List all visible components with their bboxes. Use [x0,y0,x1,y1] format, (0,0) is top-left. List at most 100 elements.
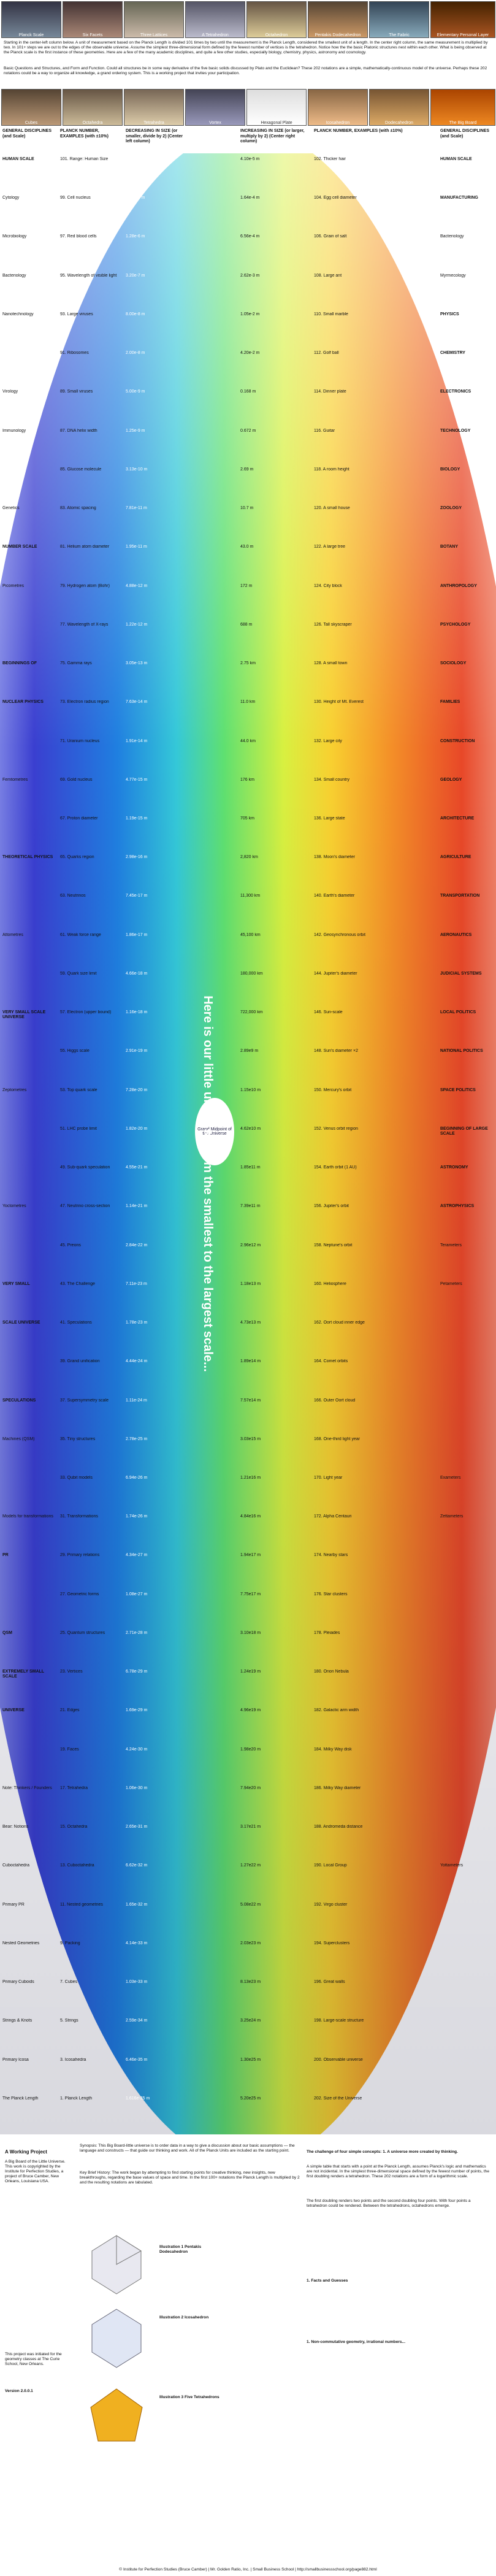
table-cell: 7. Cubes [60,1980,78,1985]
table-cell: 148. Sun's diameter ×2 [314,1049,358,1054]
table-cell: 2.91e-19 m [126,1049,148,1054]
table-cell: 1.08e-27 m [126,1592,148,1597]
table-cell: VERY SMALL [2,1281,30,1286]
table-cell: 83. Atomic spacing [60,506,96,511]
table-cell: 180,000 km [240,971,263,976]
left-text: A Big Board of the Little Universe. This… [5,2160,66,2183]
table-cell: QSM [2,1630,12,1635]
table-cell: 180. Orion Nebula [314,1669,349,1674]
table-cell: Primary PR [2,1902,25,1907]
table-cell: 44.0 km [240,738,256,743]
table-cell: SPACE POLITICS [440,1087,476,1092]
table-cell: 114. Dinner plate [314,389,346,394]
table-cell: 1.25e-9 m [126,428,145,433]
table-cell: 2.05e-5 m [126,157,145,161]
table-cell: 4.10e-5 m [240,157,260,161]
table-cell: GEOLOGY [440,777,462,782]
table-cell: 2.84e-22 m [126,1243,148,1248]
polyhedron [91,2309,142,2368]
caption: Dodecahedron [385,121,413,125]
table-cell: 688 m [240,622,253,627]
table-cell: 5.00e-9 m [126,389,145,394]
table-cell: 182. Galactic arm width [314,1708,359,1713]
table-cell: 53. Top quark scale [60,1087,97,1092]
table-cell: 1.18e13 m [240,1281,261,1286]
column-header: PLANCK NUMBER, EXAMPLES (with ±10%) [60,129,109,139]
table-cell: 3.10e18 m [240,1630,261,1635]
table-cell: 41. Speculations [60,1321,92,1325]
table-cell: 1.78e-23 m [126,1321,148,1325]
table-cell: 1.21e16 m [240,1476,261,1480]
table-cell: Bacteriology [2,273,26,278]
table-cell: 160. Heliosphere [314,1281,346,1286]
table-cell: 4.73e13 m [240,1321,261,1325]
table-cell: 8.13e23 m [240,1980,261,1985]
table-cell: 1.24e19 m [240,1669,261,1674]
table-cell: 1.94e17 m [240,1553,261,1558]
synopsis: Synopsis: This Big Board-little universe… [80,2144,295,2153]
rainbow-background: Grand Midpoint of the Universe Here is o… [0,153,496,2134]
table-cell: 4.84e16 m [240,1514,261,1519]
table-cell: 1.74e-26 m [126,1514,148,1519]
table-cell: 0.672 m [240,428,256,433]
header-image: Tetrahedra [124,89,184,126]
illustration-caption: Illustration 2 Icosahedron [159,2315,209,2320]
table-cell: 1.22e-12 m [126,622,148,627]
table-cell: HUMAN SCALE [2,157,34,161]
table-cell: 69. Gold nucleus [60,777,93,782]
intro: Starting in the center-left column below… [4,40,488,55]
table-cell: 144. Jupiter's diameter [314,971,357,976]
table-cell: 4.44e-24 m [126,1359,148,1364]
table-cell: Attometres [2,932,23,937]
table-cell: 4.62e10 m [240,1126,261,1131]
table-cell: 45. Preons [60,1243,81,1248]
table-cell: ANTHROPOLOGY [440,583,477,588]
table-cell: 55. Higgs scale [60,1049,90,1054]
table-cell: ARCHITECTURE [440,816,475,821]
table-cell: 6.46e-35 m [126,2057,148,2062]
table-cell: 6.56e-4 m [240,234,260,239]
table-cell: 2.71e-28 m [126,1630,148,1635]
table-cell: FAMILIES [440,700,460,705]
caption: Tetrahedra [143,121,164,125]
table-cell: 110. Small marble [314,312,348,316]
table-cell: SCALE UNIVERSE [2,1321,40,1325]
table-cell: 136. Large state [314,816,345,821]
left-note: This project was initiated for the geome… [5,2352,62,2366]
table-cell: Machines (QSM) [2,1436,35,1441]
table-cell: 1.30e25 m [240,2057,261,2062]
table-cell: 172 m [240,583,253,588]
table-cell: Zettameters [440,1514,464,1519]
table-cell: 93. Large viruses [60,312,93,316]
table-cell: 15. Octahedra [60,1825,88,1830]
header-image: Vortex [185,89,245,126]
table-cell: Bear: Notions [2,1825,29,1830]
table-cell: 79. Hydrogen atom (Bohr) [60,583,110,588]
table-cell: Genetics [2,506,20,511]
table-cell: 138. Moon's diameter [314,855,356,860]
column-header: DECREASING IN SIZE (or smaller, divide b… [126,129,183,144]
table-cell: 1.14e-21 m [126,1204,148,1209]
header-image: Dodecahedron [369,89,429,126]
table-cell: Zeptometres [2,1087,27,1092]
table-cell: 124. City block [314,583,342,588]
illustration-caption: Illustration 1 Pentakis Dodecahedron [159,2245,202,2254]
table-cell: 2.62e-3 m [240,273,260,278]
table-cell: 2.89e9 m [240,1049,259,1054]
column-header: GENERAL DISCIPLINES (and Scale) [2,129,52,139]
table-cell: 108. Large ant [314,273,342,278]
history: Key Brief History: The work began by att… [80,2171,300,2185]
table-cell: 61. Weak force range [60,932,101,937]
table-cell: 2.65e-31 m [126,1825,148,1830]
column-header: INCREASING IN SIZE (or larger, multiply … [240,129,305,144]
polyhedron-edge [116,2235,142,2265]
table-cell: 97. Red blood cells [60,234,97,239]
table-cell: Yoctometres [2,1204,26,1209]
table-cell: 112. Golf ball [314,351,339,356]
table-cell: Microbiology [2,234,27,239]
table-cell: 19. Faces [60,1747,79,1752]
table-cell: 1.27e22 m [240,1863,261,1868]
caption: Octahedron [265,33,288,37]
table-cell: 7.45e-17 m [126,894,148,899]
table-cell: AGRICULTURE [440,855,471,860]
